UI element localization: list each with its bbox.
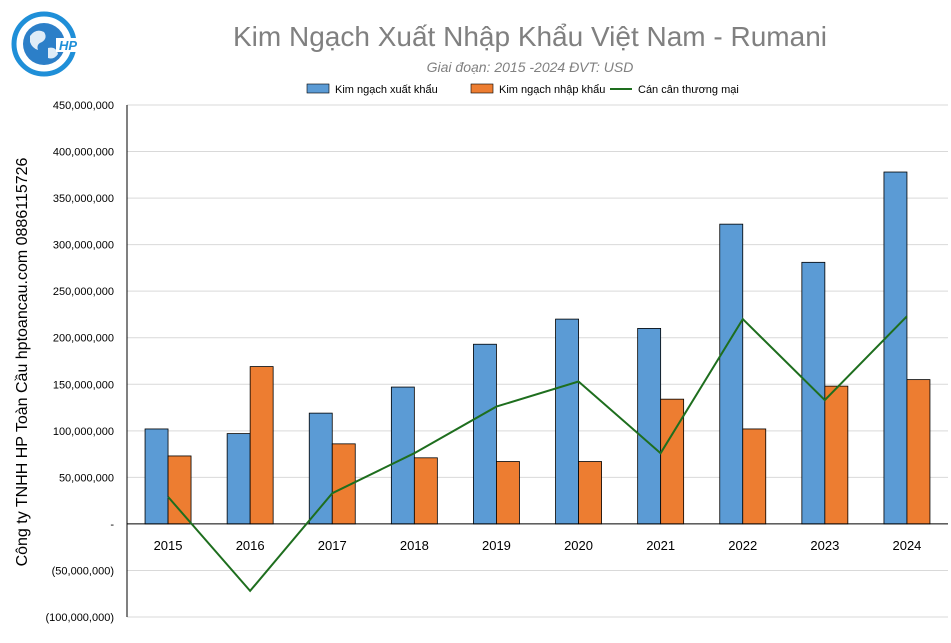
import-bar	[660, 398, 685, 525]
x-tick-label: 2020	[564, 538, 593, 553]
side-watermark-text: Công ty TNHH HP Toàn Cầu hptoancau.com 0…	[14, 157, 31, 566]
import-bar	[742, 428, 767, 525]
logo-text: HP	[59, 38, 77, 53]
import-bar	[578, 461, 602, 525]
legend-label: Kim ngạch nhập khẩu	[499, 84, 605, 96]
y-tick-label: 150,000,000	[53, 379, 114, 391]
y-tick-label: 400,000,000	[53, 147, 114, 159]
y-tick-label: -	[110, 519, 114, 531]
y-tick-label: 100,000,000	[53, 426, 114, 438]
x-tick-label: 2021	[646, 538, 675, 553]
x-tick-label: 2024	[892, 538, 921, 553]
y-tick-label: 450,000,000	[53, 100, 114, 112]
export-bar	[719, 223, 744, 525]
x-tick-label: 2023	[810, 538, 839, 553]
x-tick-label: 2019	[482, 538, 511, 553]
balance-line-series	[167, 315, 908, 593]
legend-swatch	[470, 83, 494, 94]
import-bar	[824, 385, 849, 525]
x-tick-label: 2022	[728, 538, 757, 553]
y-tick-label: 50,000,000	[59, 472, 114, 484]
chart-subtitle: Giai đoạn: 2015 -2024 ĐVT: USD	[427, 59, 634, 75]
import-bar	[249, 366, 274, 525]
import-bar	[167, 455, 192, 525]
legend-label: Cán cân thương mại	[638, 84, 739, 96]
import-bar	[906, 379, 931, 525]
x-tick-label: 2017	[318, 538, 347, 553]
x-tick-label: 2018	[400, 538, 429, 553]
y-tick-label: (100,000,000)	[46, 612, 115, 624]
chart-title: Kim Ngạch Xuất Nhập Khẩu Việt Nam - Ruma…	[233, 21, 827, 52]
balance-line	[167, 315, 908, 593]
bars	[144, 171, 931, 525]
export-bar	[473, 343, 497, 525]
company-logo: HP	[11, 11, 80, 77]
y-tick-label: 300,000,000	[53, 240, 114, 252]
y-axis-tick-labels: (100,000,000) (50,000,000) - 50,000,000 100,…	[46, 100, 115, 624]
export-bar	[226, 433, 251, 525]
y-tick-label: (50,000,000)	[52, 565, 114, 577]
import-bar	[413, 457, 438, 525]
import-bar	[496, 461, 520, 525]
y-tick-label: 350,000,000	[53, 193, 114, 205]
legend-swatch	[306, 83, 330, 94]
legend-label: Kim ngạch xuất khẩu	[335, 84, 438, 96]
y-tick-label: 200,000,000	[53, 333, 114, 345]
axes	[126, 105, 948, 617]
export-bar	[555, 318, 579, 525]
logo-text-bg	[56, 38, 80, 52]
export-bar	[144, 428, 169, 525]
x-tick-label: 2015	[154, 538, 183, 553]
export-bar	[637, 328, 662, 525]
logo-continent-1	[30, 30, 46, 50]
export-bar	[801, 261, 826, 525]
legend: Kim ngạch xuất khẩu Kim ngạch nhập khẩu Cá…	[306, 83, 739, 96]
x-tick-label: 2016	[236, 538, 265, 553]
export-bar	[883, 171, 908, 525]
y-tick-label: 250,000,000	[53, 286, 114, 298]
logo-continent-2	[48, 47, 58, 59]
x-axis-tick-labels: 2015 2016 2017 2018 2019 2020 2021 2022 2023 2024	[154, 538, 922, 553]
